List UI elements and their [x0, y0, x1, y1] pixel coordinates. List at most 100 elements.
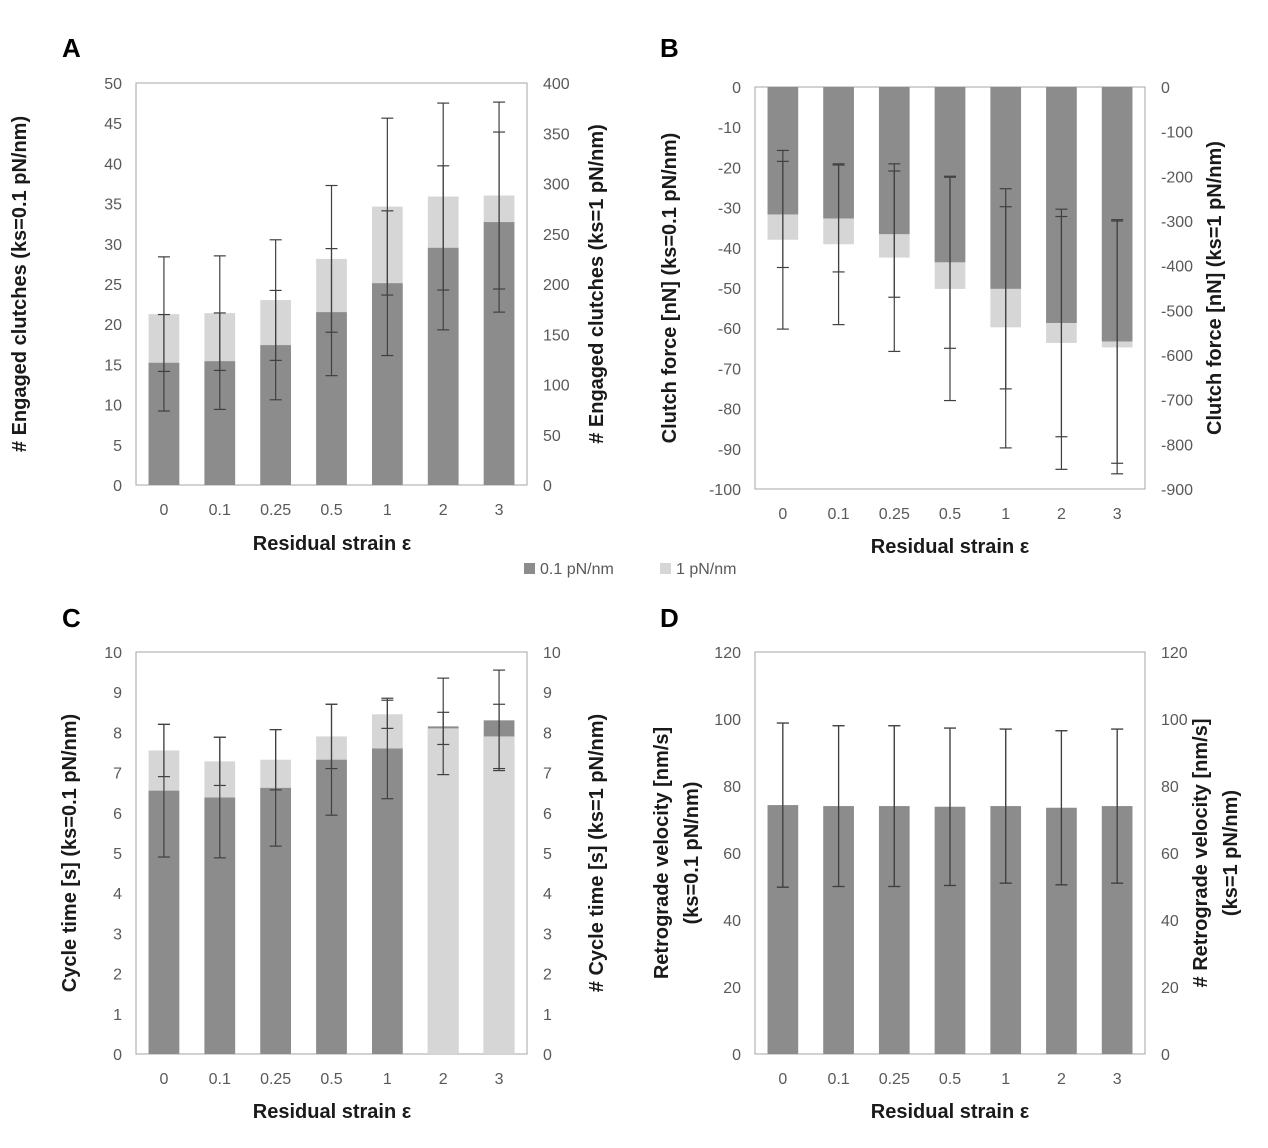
y2-tick-label: 5	[543, 846, 552, 863]
bar-1-pn	[483, 736, 515, 1054]
y-tick-label: 4	[113, 886, 122, 903]
y2-tick-label: 100	[1161, 712, 1188, 729]
y2-tick-label: 1	[543, 1007, 552, 1024]
errorbar-1-pn	[325, 184, 338, 333]
x-axis-label: Residual strain ε	[871, 1101, 1030, 1123]
y-tick-label: 45	[104, 116, 122, 133]
x-tick-label: 0	[159, 502, 168, 519]
panel-A: 0510152025303540455005010015020025030035…	[9, 33, 608, 555]
y2-tick-label: 0	[543, 478, 552, 495]
x-tick-label: 0.1	[209, 502, 231, 519]
y-tick-label: 10	[104, 398, 122, 415]
y2-tick-label: -700	[1161, 393, 1193, 410]
y2-tick-label: -900	[1161, 482, 1193, 499]
y-tick-label: 20	[723, 980, 741, 997]
y-tick-label: 30	[104, 237, 122, 254]
y2-axis-label-line2: (ks=1 pN/nm)	[1220, 790, 1242, 916]
errorbar-1-pn	[999, 728, 1012, 884]
y-tick-label: 15	[104, 357, 122, 374]
x-tick-label: 0.5	[320, 502, 342, 519]
y2-tick-label: 250	[543, 227, 570, 244]
y2-tick-label: 4	[543, 886, 552, 903]
y-tick-label: 0	[113, 1047, 122, 1064]
y-tick-label: 40	[723, 913, 741, 930]
x-tick-label: 2	[439, 1071, 448, 1088]
x-tick-label: 1	[383, 1071, 392, 1088]
y2-tick-label: 150	[543, 327, 570, 344]
legend-label-1: 1 pN/nm	[676, 561, 736, 578]
y-tick-label: 0	[113, 478, 122, 495]
y-tick-label: -50	[718, 281, 741, 298]
errorbar-1-pn	[1055, 730, 1068, 886]
errorbar-1-pn	[493, 703, 506, 770]
errorbar-1-pn	[157, 256, 170, 373]
x-axis-label: Residual strain ε	[871, 536, 1030, 558]
y-axis-label: Clutch force [nN] (ks=0.1 pN/nm)	[659, 133, 681, 444]
y2-tick-label: 40	[1161, 913, 1179, 930]
y-tick-label: -60	[718, 321, 741, 338]
y2-tick-label: -100	[1161, 125, 1193, 142]
x-tick-label: 2	[1057, 506, 1066, 523]
panel-D: 0 20 40 60 80 100 120 0 20 40 60 80 100 120 0 0.1 0.25 0.…	[651, 603, 1242, 1123]
y-tick-label: -30	[718, 201, 741, 218]
errorbar-1-pn	[437, 711, 450, 746]
y-tick-label: -80	[718, 402, 741, 419]
x-axis-label: Residual strain ε	[253, 533, 412, 555]
y2-tick-label: 200	[543, 277, 570, 294]
y-tick-label: 0	[732, 80, 741, 97]
x-tick-label: 0.5	[939, 506, 961, 523]
y-tick-label: 0	[732, 1047, 741, 1064]
y-tick-label: 2	[113, 967, 122, 984]
y-tick-label: 5	[113, 438, 122, 455]
x-tick-label: 0.25	[879, 1071, 910, 1088]
y-tick-label: 80	[723, 779, 741, 796]
y2-tick-label: 9	[543, 685, 552, 702]
y-axis-label: Retrograde velocity [nm/s]	[651, 727, 673, 979]
errorbar-1-pn	[269, 728, 282, 791]
errorbar-1-pn	[325, 703, 338, 770]
y-tick-label: 5	[113, 846, 122, 863]
errorbar-1-pn	[888, 163, 901, 353]
y-tick-label: 100	[714, 712, 741, 729]
y-tick-label: 10	[104, 645, 122, 662]
panel-letter: C	[62, 603, 81, 633]
y-tick-label: 20	[104, 317, 122, 334]
x-axis-label: Residual strain ε	[253, 1101, 412, 1123]
y-tick-label: 1	[113, 1007, 122, 1024]
errorbar-1-pn	[437, 102, 450, 291]
bar-1-pn	[427, 728, 459, 1054]
x-tick-label: 3	[1113, 1071, 1122, 1088]
y2-tick-label: -200	[1161, 169, 1193, 186]
y-tick-label: 6	[113, 806, 122, 823]
y2-tick-label: -800	[1161, 437, 1193, 454]
errorbar-1-pn	[213, 255, 226, 372]
y-tick-label: 40	[104, 156, 122, 173]
errorbar-1-pn	[999, 206, 1012, 449]
y2-tick-label: 0	[543, 1047, 552, 1064]
y-tick-label: -100	[709, 482, 741, 499]
y-axis-label-line2: (ks=0.1 pN/nm)	[681, 782, 703, 925]
y2-tick-label: 120	[1161, 645, 1188, 662]
y2-tick-label: 8	[543, 725, 552, 742]
x-tick-label: 0	[778, 506, 787, 523]
panel-C: 0 1 2 3 4 5 6 7 8 9 10 0 1 2 3 4 5 6 7 8 9 10 0 0.1 0.25 0.5 1 2 3 Re…	[59, 603, 608, 1123]
y2-tick-label: 60	[1161, 846, 1179, 863]
y2-tick-label: -300	[1161, 214, 1193, 231]
panel-letter: B	[660, 33, 679, 63]
errorbar-1-pn	[776, 149, 789, 330]
panel-B: 0 -10 -20 -30 -40 -50 -60 -70 -80 -90 -100 0 -100 -20…	[659, 33, 1226, 558]
y-tick-label: 25	[104, 277, 122, 294]
legend-label-0-1: 0.1 pN/nm	[540, 561, 614, 578]
y-tick-label: 35	[104, 197, 122, 214]
y-tick-label: -40	[718, 241, 741, 258]
x-tick-label: 0.5	[939, 1071, 961, 1088]
y-tick-label: 60	[723, 846, 741, 863]
y-tick-label: 7	[113, 766, 122, 783]
y2-tick-label: 2	[543, 967, 552, 984]
y2-axis-label: Clutch force [nN] (ks=1 pN/nm)	[1204, 141, 1226, 435]
y2-tick-label: 300	[543, 177, 570, 194]
y-tick-label: 9	[113, 685, 122, 702]
x-tick-label: 1	[383, 502, 392, 519]
x-tick-label: 3	[495, 1071, 504, 1088]
